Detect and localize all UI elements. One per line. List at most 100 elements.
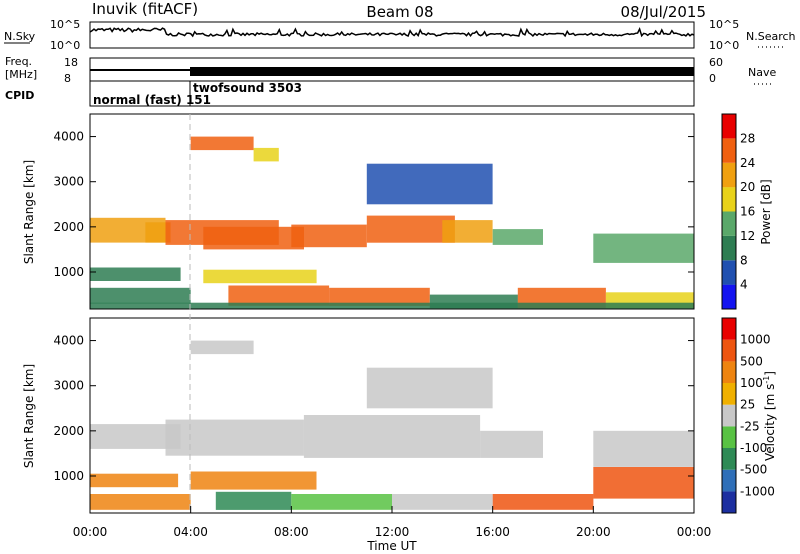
y-tick-label-2000: 2000 [53,220,84,234]
data-region-10 [90,287,191,304]
data-region-12 [593,467,694,499]
colorbar-tick-4: 20 [740,180,755,194]
data-region-8 [215,491,292,510]
colorbar-swatch-7 [722,114,736,139]
data-region-9 [291,494,392,510]
colorbar-frame [721,113,737,310]
x-axis-label: Time UT [366,539,417,553]
noise-right-label: N.Search [746,30,796,43]
cpid-panel: CPID normal (fast) 151 twofsound 3503 [5,80,695,107]
freq-right-tick-top: 60 [709,56,723,69]
colorbar-swatch-3 [722,211,736,236]
cpid-segment-normal: normal (fast) 151 [93,93,211,107]
freq-panel: Freq. [MHz] 18 8 60 0 Nave [5,55,776,85]
data-region-6 [442,220,493,243]
colorbar-swatch-0 [722,491,736,513]
data-region-3 [480,430,543,458]
data-region-7 [190,471,317,490]
data-region-14 [366,367,493,409]
data-region-2 [303,415,481,458]
colorbar-tick-4: -25 [740,419,760,433]
noise-left-tick-bottom: 10^0 [50,39,80,52]
colorbar-tick-6: 28 [740,131,755,145]
colorbar-tick-0: 1000 [740,333,771,347]
colorbar-tick-7: -1000 [740,484,775,498]
data-region-5 [366,215,455,243]
colorbar-tick-5: 24 [740,156,755,170]
noise-panel-frame [89,21,695,49]
velocity-ylabel: Slant Range [km] [22,364,36,468]
x-tick-label-5: 20:00 [576,525,611,539]
x-tick-label-0: 00:00 [73,525,108,539]
freq-right-tick-bottom: 0 [709,72,716,85]
colorbar-swatch-2 [722,235,736,261]
colorbar-swatch-8 [722,318,736,340]
velocity-y-ticks: 1000 2000 3000 4000 [53,334,694,483]
data-region-4 [291,224,367,248]
data-region-19 [366,163,493,205]
data-region-5 [90,473,179,488]
data-region-11 [492,494,594,510]
x-tick-label-6: 00:00 [677,525,712,539]
freq-left-tick-bottom: 8 [64,72,71,85]
colorbar-swatch-6 [722,361,736,383]
cpid-panel-frame [89,80,695,107]
data-region-10 [392,494,493,510]
y-tick-label-3000: 3000 [53,175,84,189]
data-region-13 [190,340,254,355]
colorbar-swatch-6 [722,138,736,163]
colorbar-swatch-5 [722,162,736,188]
data-region-17 [190,136,254,151]
data-region-8 [593,233,694,263]
colorbar-tick-6: -500 [740,463,767,477]
colorbar-swatch-0 [722,284,736,309]
colorbar-swatch-4 [722,187,736,212]
x-axis: 00:00 04:00 08:00 12:00 16:00 20:00 00:00 [73,506,712,539]
colorbar-swatch-5 [722,383,736,405]
colorbar-tick-2: 12 [740,229,755,243]
y-tick-label-1000: 1000 [53,469,84,483]
freq-label-line2: [MHz] [5,68,37,81]
data-region-20 [90,302,694,309]
noise-right-tick-top: 10^5 [709,18,739,31]
power-y-ticks: 1000 2000 3000 4000 [53,130,694,279]
beam-title: Beam 08 [366,3,433,21]
data-region-7 [492,229,543,245]
data-region-6 [90,494,191,510]
colorbar-tick-2: 100 [740,376,763,390]
cpid-segment-twofsound: twofsound 3503 [193,81,302,95]
x-tick-label-2: 08:00 [274,525,309,539]
x-tick-label-3: 12:00 [375,525,410,539]
x-tick-label-1: 04:00 [173,525,208,539]
colorbar-tick-3: 25 [740,398,755,412]
y-tick-label-2000: 2000 [53,424,84,438]
y-tick-label-3000: 3000 [53,379,84,393]
colorbar-swatch-1 [722,260,736,285]
y-tick-label-4000: 4000 [53,130,84,144]
date-title: 08/Jul/2015 [621,3,706,21]
power-ylabel: Slant Range [km] [22,160,36,264]
cpid-label: CPID [5,89,34,102]
power-colorbar-label: Power [dB] [759,179,773,244]
colorbar-tick-5: -100 [740,441,767,455]
data-region-3 [203,226,304,250]
colorbar-swatch-7 [722,339,736,362]
noise-panel: N.Sky 10^5 10^0 10^5 10^0 N.Search [4,18,796,52]
data-region-4 [593,430,694,467]
data-region-9 [90,267,181,281]
data-region-18 [253,147,279,162]
freq-left-tick-top: 18 [64,56,78,69]
power-colorbar: 4 8 12 16 20 24 28 [721,113,755,310]
y-tick-label-4000: 4000 [53,334,84,348]
data-region-1 [145,222,171,243]
power-panel: 1000 2000 3000 4000 Slant Range [km] 4 8 12 16… [22,113,773,310]
colorbar-swatch-4 [722,404,736,427]
data-region-12 [228,285,330,306]
velocity-colorbar-label: Velocity [m s-1] [762,371,777,461]
noise-left-label: N.Sky [4,30,36,43]
colorbar-frame [721,317,737,514]
colorbar-swatch-3 [722,426,736,448]
station-title: Inuvik (fitACF) [92,0,198,18]
colorbar-swatch-2 [722,448,736,470]
